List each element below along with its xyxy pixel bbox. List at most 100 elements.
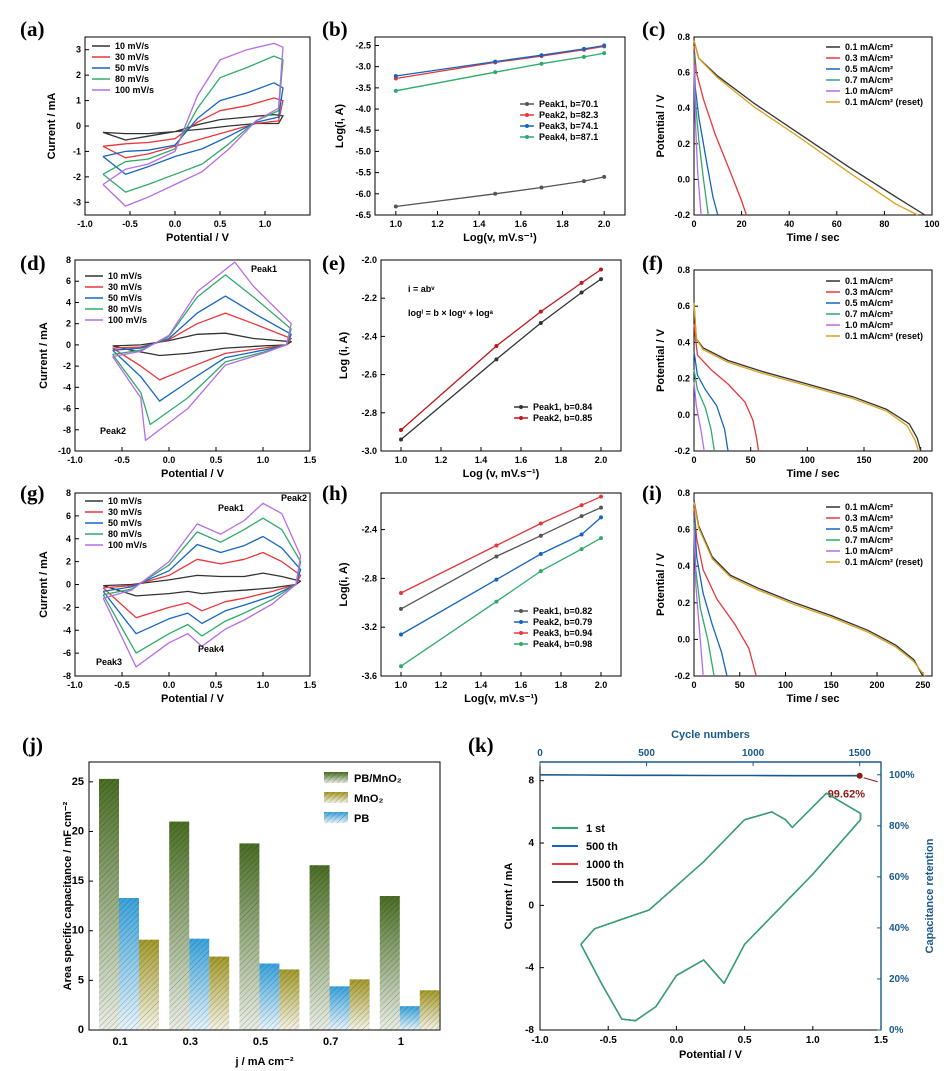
plot-frame xyxy=(539,761,882,1031)
x-axis-label: Log(v, mV.s⁻¹) xyxy=(464,693,538,705)
y2-tick-label: 0% xyxy=(889,1025,904,1036)
data-point xyxy=(399,437,403,442)
series-line xyxy=(693,514,728,677)
series-line xyxy=(693,40,918,216)
bar-hatch xyxy=(139,939,159,1030)
y-tick-label: 15 xyxy=(72,875,84,887)
x-tick-label: 200 xyxy=(870,680,885,690)
x-tick-label: 150 xyxy=(824,680,839,690)
x2-tick-label: 1000 xyxy=(742,748,765,759)
y-tick-label: -3.5 xyxy=(355,83,371,93)
bar-hatch xyxy=(189,938,210,1030)
x-tick-label: 60 xyxy=(832,219,842,229)
data-point xyxy=(579,503,584,508)
data-point xyxy=(581,179,586,184)
y-tick-label: -0.2 xyxy=(674,210,690,220)
x-tick-label: 1.6 xyxy=(515,680,528,690)
legend-label: Peak2, b=0.79 xyxy=(533,617,592,627)
bar-hatch xyxy=(329,986,350,1030)
x-tick-label: 1.2 xyxy=(435,455,448,465)
x-tick-label: -0.5 xyxy=(114,680,130,690)
bar-hatch xyxy=(279,969,300,1030)
data-point xyxy=(538,309,543,314)
y-tick-label: -8 xyxy=(525,1025,534,1036)
y-tick-label: 0.2 xyxy=(677,598,690,608)
x-tick-label: 2.0 xyxy=(595,455,608,465)
legend-label: 100 mV/s xyxy=(115,85,154,95)
legend-label: 1 st xyxy=(586,823,605,835)
legend-label: 0.5 mA/cm² xyxy=(845,524,893,534)
legend-label: Peak4, b=0.98 xyxy=(533,639,592,649)
series-line xyxy=(693,369,716,452)
y-tick-label: 0.8 xyxy=(677,265,690,275)
data-point xyxy=(581,46,586,51)
x-tick-label: 1.5 xyxy=(874,1035,888,1046)
panel-k: (k) -1.0 -0.5 0.0 0.5 1.0 1.5 -8 -4 0 4 8 0 500 1000 15… xyxy=(468,729,936,1061)
y-tick-label: 3 xyxy=(76,45,81,55)
legend-marker xyxy=(525,124,529,128)
bar-hatch xyxy=(119,897,139,1030)
series-line xyxy=(112,295,292,402)
legend-label: 80 mV/s xyxy=(108,529,142,539)
x-axis-label: j / mA cm⁻² xyxy=(235,1056,294,1068)
y-tick-label: 0.0 xyxy=(677,634,690,644)
x-tick-label: 1.4 xyxy=(475,680,488,690)
data-point xyxy=(579,532,584,537)
x-axis-label: Time / sec xyxy=(787,468,840,480)
y-tick-label: 0.8 xyxy=(677,488,690,498)
legend-label: PB/MnO₂ xyxy=(354,773,402,785)
legend-label: 0.3 mA/cm² xyxy=(845,513,893,523)
x-tick-label: 40 xyxy=(784,219,794,229)
data-point xyxy=(494,554,499,559)
x2-axis-label: Cycle numbers xyxy=(671,729,750,741)
x-tick-label: 1.0 xyxy=(257,680,270,690)
y-tick-label: 0.4 xyxy=(677,337,690,347)
x-tick-label: 0.0 xyxy=(163,680,176,690)
series-line xyxy=(102,82,284,175)
legend-marker xyxy=(519,620,523,624)
legend-label: 100 mV/s xyxy=(108,315,147,325)
series-line xyxy=(112,261,292,442)
y-tick-label: -3.2 xyxy=(361,622,377,632)
bar-hatch xyxy=(209,956,230,1030)
y-tick-label: -4.5 xyxy=(355,125,371,135)
x-tick-label: 0 xyxy=(691,455,696,465)
retention-endpoint xyxy=(856,772,863,779)
legend-label: 1000 th xyxy=(586,859,624,871)
retention-line xyxy=(539,773,860,777)
y-tick-label: -4.0 xyxy=(355,104,371,114)
plot-frame xyxy=(380,259,622,452)
x-tick-label: 20 xyxy=(737,219,747,229)
x-tick-label: 0.0 xyxy=(163,455,176,465)
series-line xyxy=(102,551,302,619)
y-tick-label: 0.0 xyxy=(677,174,690,184)
y-tick-label: -3.0 xyxy=(355,62,371,72)
y-axis-label: Current / mA xyxy=(503,863,515,930)
bar-hatch xyxy=(379,896,400,1030)
data-point xyxy=(399,591,403,596)
y-axis-label: Log(i, A) xyxy=(334,104,346,149)
data-point xyxy=(399,427,403,432)
data-point xyxy=(599,267,603,272)
y-tick-label: -0.2 xyxy=(674,671,690,681)
panel-letter: (b) xyxy=(322,17,348,41)
x-tick-label: 0.3 xyxy=(183,1036,198,1048)
data-point xyxy=(393,73,398,78)
data-point xyxy=(579,280,584,285)
y-tick-label: -2.0 xyxy=(361,255,377,265)
x-tick-label: 0.0 xyxy=(669,1035,683,1046)
x-axis-label: Log(v, mV.s⁻¹) xyxy=(463,232,537,244)
legend-label: PB xyxy=(354,813,369,825)
legend-label: 30 mV/s xyxy=(108,282,142,292)
y-tick-label: 0.6 xyxy=(677,301,690,311)
data-point xyxy=(579,290,584,295)
plot-frame xyxy=(693,269,933,452)
y2-tick-label: 60% xyxy=(889,872,909,883)
y-tick-label: -4 xyxy=(63,382,71,392)
data-point xyxy=(538,552,543,556)
x-tick-label: 200 xyxy=(913,455,928,465)
y-tick-label: 2 xyxy=(66,319,71,329)
series-line xyxy=(102,55,284,193)
data-point xyxy=(599,277,603,282)
y-tick-label: 0.6 xyxy=(677,68,690,78)
